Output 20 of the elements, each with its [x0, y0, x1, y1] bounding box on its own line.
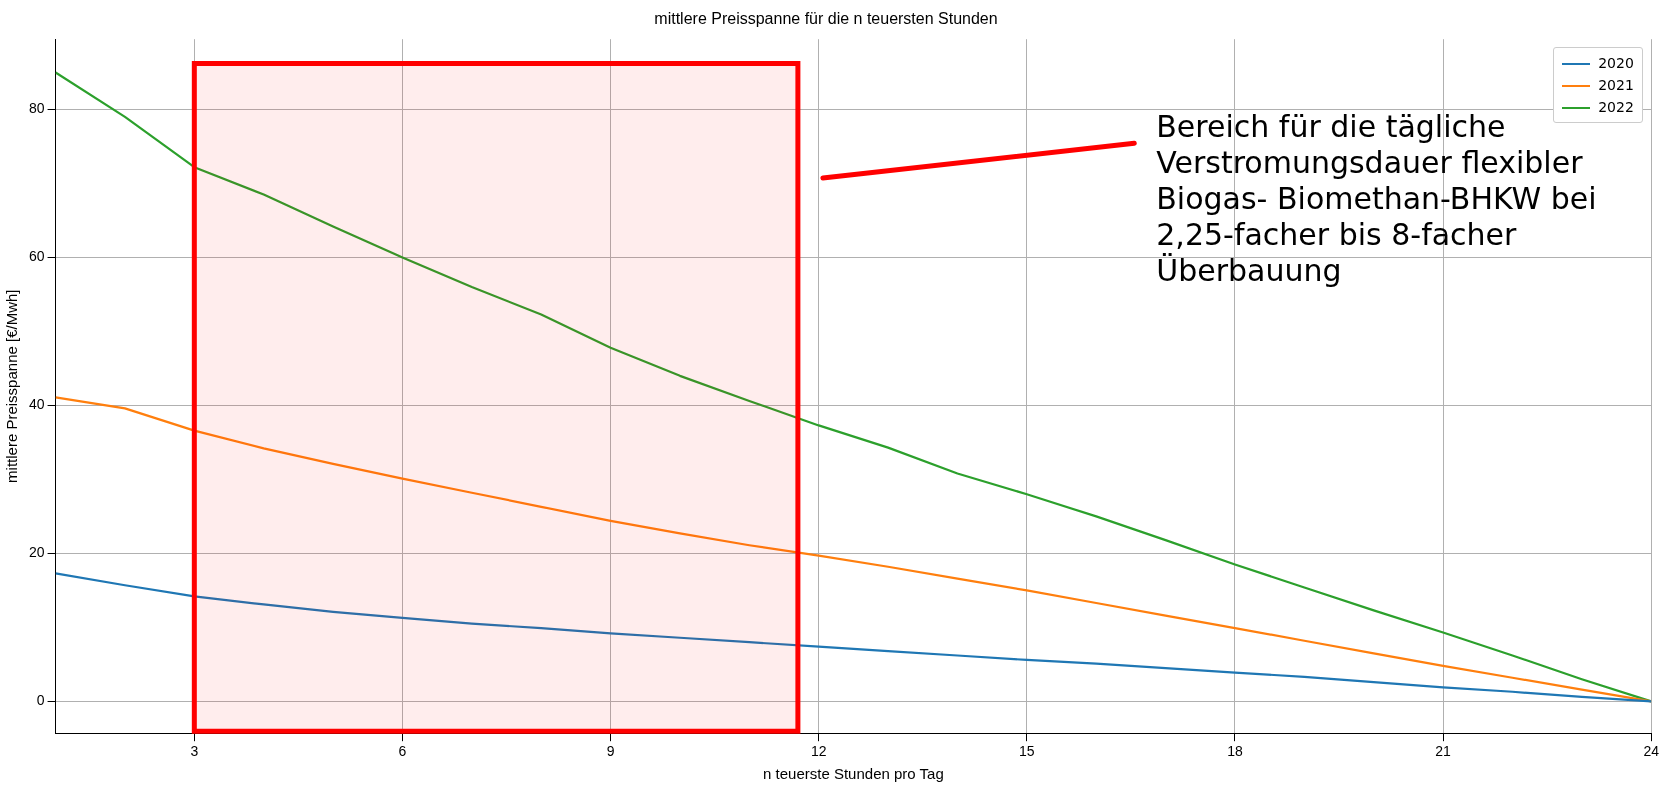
y-tick-label: 60: [28, 248, 45, 265]
y-tick-label: 40: [28, 396, 45, 413]
y-tick-label: 20: [28, 544, 45, 561]
legend-label: 2022: [1597, 98, 1634, 118]
x-tick-label: 18: [1227, 743, 1243, 760]
x-tick-label: 12: [810, 743, 827, 760]
chart-title: mittlere Preisspanne für die n teuersten Stunden: [654, 10, 998, 28]
x-tick-label: 3: [190, 743, 199, 760]
x-tick-label: 6: [398, 743, 407, 760]
x-axis-title: n teuerste Stunden pro Tag: [763, 765, 944, 783]
x-tick-label: 21: [1435, 743, 1452, 760]
y-tick-label: 0: [36, 692, 45, 709]
x-tick-label: 24: [1643, 743, 1660, 760]
y-axis-title: mittlere Preisspanne [€/Mwh]: [3, 289, 21, 483]
legend-label: 2021: [1597, 76, 1634, 96]
y-tick-label: 80: [28, 100, 45, 117]
annotation: Bereich für die tägliche Verstromungsdauer flexibler Biogas- Biomethan-BHKW bei 2,25-facher bis 8-facher Überbauung: [1156, 108, 1597, 288]
x-tick-label: 9: [606, 743, 615, 760]
x-tick-label: 15: [1019, 743, 1035, 760]
legend-label: 2020: [1597, 54, 1634, 74]
